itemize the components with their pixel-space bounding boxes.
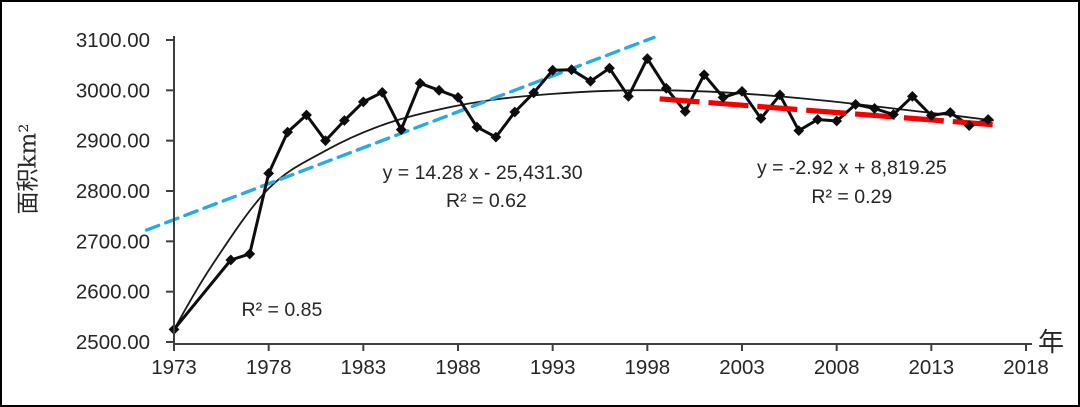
data-point-marker xyxy=(528,87,540,99)
x-tick-label: 2003 xyxy=(719,356,765,379)
data-point-marker xyxy=(679,106,691,117)
red-trend-r2: R² = 0.29 xyxy=(811,186,892,208)
y-tick-label: 2900.00 xyxy=(76,130,150,153)
data-point-marker xyxy=(547,64,559,76)
data-point-marker xyxy=(452,91,464,103)
x-tick-label: 1988 xyxy=(435,356,481,379)
data-point-marker xyxy=(925,110,937,121)
y-axis-title: 面积km² xyxy=(15,123,42,215)
data-point-marker xyxy=(263,167,275,179)
y-tick-label: 3000.00 xyxy=(76,79,150,102)
data-point-marker xyxy=(698,69,710,81)
data-point-marker xyxy=(623,90,634,102)
data-point-marker xyxy=(774,89,786,101)
red-trend-equation: y = -2.92 x + 8,819.25 xyxy=(757,157,947,179)
x-tick-label: 2018 xyxy=(1003,356,1049,379)
data-point-marker xyxy=(907,90,918,102)
y-tick-label: 2600.00 xyxy=(76,281,150,304)
data-point-marker xyxy=(736,85,748,97)
data-point-marker xyxy=(831,115,843,127)
data-point-marker xyxy=(585,75,596,87)
blue-trend-r2: R² = 0.62 xyxy=(446,190,527,212)
data-point-marker xyxy=(244,248,256,260)
red-linear-trend-1999-2016 xyxy=(659,96,997,128)
y-tick-label: 2500.00 xyxy=(76,331,150,354)
blue-trend-equation: y = 14.28 x - 25,431.30 xyxy=(383,162,583,184)
x-tick-label: 2008 xyxy=(814,356,860,379)
poly-trend-curve xyxy=(173,89,994,330)
data-point-marker xyxy=(641,53,653,65)
data-point-marker xyxy=(793,125,805,136)
data-point-marker xyxy=(320,135,331,147)
data-point-marker xyxy=(301,109,312,121)
x-tick-label: 2013 xyxy=(909,356,955,379)
data-point-marker xyxy=(490,131,502,143)
y-tick-label: 2700.00 xyxy=(76,230,150,253)
data-point-marker xyxy=(888,109,899,120)
data-point-marker xyxy=(717,91,729,103)
data-point-marker xyxy=(963,120,975,131)
data-point-marker xyxy=(869,103,880,114)
data-point-marker xyxy=(660,82,672,94)
data-point-marker xyxy=(357,96,369,108)
data-point-marker xyxy=(339,115,350,126)
data-point-marker xyxy=(433,84,445,96)
data-point-marker xyxy=(850,99,861,110)
x-tick-label: 1998 xyxy=(625,356,671,379)
data-point-marker xyxy=(566,64,577,76)
data-point-marker xyxy=(982,114,994,125)
data-point-marker xyxy=(376,86,388,98)
data-point-marker xyxy=(812,114,824,125)
y-tick-label: 2800.00 xyxy=(76,180,150,203)
x-tick-label: 1983 xyxy=(341,356,387,379)
data-point-marker xyxy=(414,77,426,89)
x-tick-label: 1973 xyxy=(151,356,197,379)
x-tick-label: 1993 xyxy=(530,356,576,379)
x-tick-label: 1978 xyxy=(246,356,292,379)
data-point-marker xyxy=(755,113,767,124)
y-tick-label: 3100.00 xyxy=(76,29,150,52)
x-axis-title: 年 xyxy=(1038,328,1065,358)
data-point-marker xyxy=(282,126,293,138)
data-point-marker xyxy=(944,107,956,118)
poly-trend-r2: R² = 0.85 xyxy=(242,299,323,321)
data-point-marker xyxy=(395,124,407,135)
data-point-marker xyxy=(471,121,483,133)
